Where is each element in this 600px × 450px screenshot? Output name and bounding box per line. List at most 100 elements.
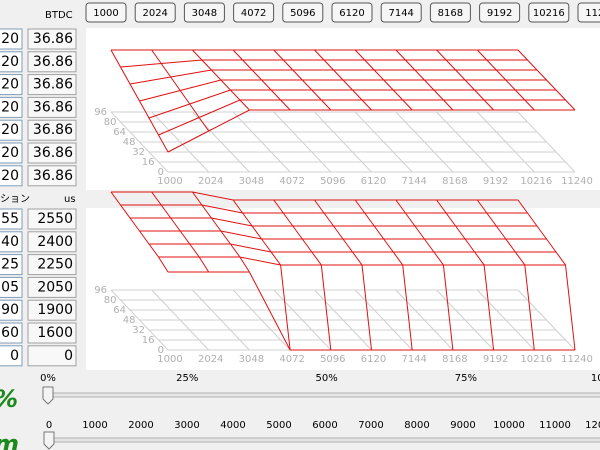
rpm-button[interactable] — [479, 2, 521, 23]
input-cell-text[interactable]: 60 — [1, 325, 19, 341]
x-axis-label: 11240 — [561, 354, 593, 365]
input-cell-text[interactable]: 0 — [10, 348, 19, 364]
x-axis-label: 11240 — [561, 176, 593, 187]
value-cell-text: 1600 — [37, 325, 73, 341]
input-cell[interactable] — [0, 231, 23, 253]
input-cell[interactable] — [0, 345, 23, 367]
x-axis-label: 8168 — [442, 354, 467, 365]
input-cell[interactable] — [0, 74, 23, 96]
slider-tick-label: 2000 — [128, 420, 153, 431]
x-axis-label: 10216 — [520, 354, 552, 365]
x-axis-label: 1000 — [157, 354, 182, 365]
input-cell[interactable] — [0, 142, 23, 164]
input-cell-text[interactable]: 20 — [1, 77, 19, 93]
value-cell-text: 36.86 — [33, 77, 73, 93]
slider-tick-label: 50% — [315, 373, 337, 384]
surface-mesh — [110, 191, 576, 351]
input-cell-text[interactable]: 20 — [1, 54, 19, 70]
slider-tick-label: 3000 — [174, 420, 199, 431]
depth-axis-label: 16 — [142, 335, 155, 346]
value-cell-text: 36.86 — [33, 54, 73, 70]
input-cell-text[interactable]: 205 — [0, 279, 19, 295]
rpm-button-label[interactable]: 1000 — [93, 8, 118, 19]
rpm-button[interactable] — [233, 2, 275, 23]
input-cell-text[interactable]: 255 — [0, 211, 19, 227]
slider-tick-label: 4000 — [220, 420, 245, 431]
slider-tick-label: 9000 — [450, 420, 475, 431]
rpm-button-label[interactable]: 5096 — [290, 8, 315, 19]
slider-track — [45, 392, 600, 398]
input-cell[interactable] — [0, 299, 23, 321]
rpm-button-label[interactable]: 6120 — [339, 8, 364, 19]
rpm-button[interactable] — [282, 2, 324, 23]
rpm-button-label[interactable]: 3048 — [192, 8, 217, 19]
input-cell-text[interactable]: 20 — [1, 122, 19, 138]
input-cell[interactable] — [0, 165, 23, 187]
slider-tick-label: 100% — [591, 373, 600, 384]
x-axis-label: 3048 — [239, 176, 264, 187]
depth-axis-label: 48 — [123, 137, 136, 148]
rpm-button[interactable] — [429, 2, 471, 23]
x-axis-label: 7144 — [401, 354, 426, 365]
x-axis-label: 8168 — [442, 176, 467, 187]
value-cell-text: 36.86 — [33, 145, 73, 161]
depth-axis-label: 48 — [123, 315, 136, 326]
input-cell-text[interactable]: 20 — [1, 99, 19, 115]
rpm-button-label[interactable]: 7144 — [388, 8, 413, 19]
value-cell-text: 2550 — [37, 211, 73, 227]
rpm-button[interactable] — [85, 2, 127, 23]
middle-left-label: ション — [0, 194, 30, 205]
value-cell — [27, 51, 77, 73]
input-cell-text[interactable]: 20 — [1, 145, 19, 161]
input-cell-text[interactable]: 90 — [1, 302, 19, 318]
upper-chart-panel — [86, 28, 600, 190]
slider-tick-label: 12000 — [585, 420, 600, 431]
value-cell-text: 36.86 — [33, 168, 73, 184]
value-cell-text: 0 — [64, 348, 73, 364]
value-cell-text: 2400 — [37, 234, 73, 250]
value-cell — [27, 276, 77, 298]
rpm-button[interactable] — [183, 2, 225, 23]
slider-thumb[interactable] — [42, 386, 54, 405]
value-cell-text: 2250 — [37, 257, 73, 273]
input-cell[interactable] — [0, 96, 23, 118]
rpm-button[interactable] — [134, 2, 176, 23]
input-cell-text[interactable]: 20 — [1, 168, 19, 184]
slider-tick-label: 6000 — [312, 420, 337, 431]
input-cell-text[interactable]: 225 — [0, 257, 19, 273]
unit-label: us — [64, 194, 76, 205]
value-cell-text: 36.86 — [33, 122, 73, 138]
depth-axis-label: 80 — [104, 117, 117, 128]
input-cell[interactable] — [0, 119, 23, 141]
value-cell-text: 2050 — [37, 279, 73, 295]
slider-tick-label: 0% — [40, 373, 56, 384]
x-axis-label: 7144 — [401, 176, 426, 187]
rpm-button[interactable] — [528, 2, 570, 23]
rpm-button-label[interactable]: 4072 — [241, 8, 266, 19]
rpm-button[interactable] — [331, 2, 373, 23]
slider-thumb[interactable] — [43, 431, 55, 450]
input-cell[interactable] — [0, 254, 23, 276]
input-cell-text[interactable]: 240 — [0, 234, 19, 250]
depth-axis-label: 0 — [158, 167, 164, 178]
x-axis-label: 4072 — [279, 354, 304, 365]
rpm-button-label[interactable]: 9192 — [487, 8, 512, 19]
rpm-button[interactable] — [380, 2, 422, 23]
value-cell — [27, 208, 77, 230]
slider-tick-label: 0 — [46, 420, 52, 431]
rpm-button[interactable] — [577, 2, 600, 23]
value-cell-text: 36.86 — [33, 31, 73, 47]
input-cell-text[interactable]: 20 — [1, 31, 19, 47]
rpm-button-label[interactable]: 8168 — [438, 8, 463, 19]
value-cell — [27, 322, 77, 344]
rpm-button-label[interactable]: 10216 — [533, 8, 565, 19]
input-cell[interactable] — [0, 208, 23, 230]
input-cell[interactable] — [0, 322, 23, 344]
rpm-button-label[interactable]: 1124 — [585, 8, 600, 19]
input-cell[interactable] — [0, 28, 23, 50]
input-cell[interactable] — [0, 276, 23, 298]
x-axis-label: 6120 — [361, 354, 386, 365]
input-cell[interactable] — [0, 51, 23, 73]
rpm-button-label[interactable]: 2024 — [142, 8, 167, 19]
